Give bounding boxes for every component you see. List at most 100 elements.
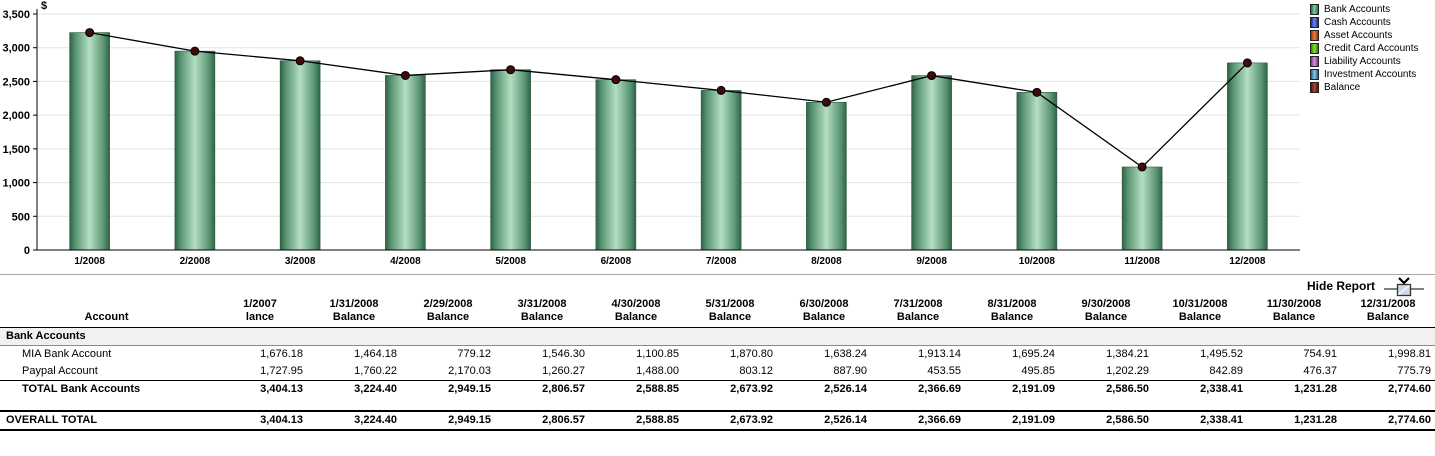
legend-label: Bank Accounts bbox=[1324, 4, 1391, 15]
balance-cell: 1,870.80 bbox=[730, 348, 773, 360]
balance-cell: 495.85 bbox=[1021, 365, 1055, 377]
hide-report-row: Hide Report bbox=[0, 275, 1435, 297]
legend-label: Balance bbox=[1324, 82, 1361, 93]
account-name: MIA Bank Account bbox=[22, 348, 112, 360]
chart-legend: Bank Accounts Cash Accounts Asset Accounts… bbox=[1310, 3, 1434, 94]
balance-cell: 1,695.24 bbox=[1012, 348, 1055, 360]
legend-item-balance: Balance bbox=[1310, 81, 1434, 94]
legend-swatch-icon bbox=[1310, 82, 1319, 93]
balance-cell: 2,588.85 bbox=[589, 380, 683, 398]
collapse-report-icon[interactable] bbox=[1383, 275, 1425, 297]
group-header-row: Bank Accounts bbox=[0, 327, 1435, 346]
x-tick-label: 5/2008 bbox=[495, 256, 526, 267]
balance-cell: 2,170.03 bbox=[448, 365, 491, 377]
legend-item-liability-accounts: Liability Accounts bbox=[1310, 55, 1434, 68]
balance-cell: 1,464.18 bbox=[354, 348, 397, 360]
balance-cell: 2,526.14 bbox=[777, 410, 871, 431]
balance-cell: 1,495.52 bbox=[1200, 348, 1243, 360]
table-row: Paypal Account 1,727.95 1,760.22 2,170.03 1,… bbox=[0, 363, 1435, 381]
balance-cell: 476.37 bbox=[1303, 365, 1337, 377]
balance-point-1/2008 bbox=[85, 28, 95, 38]
column-header-balance: 8/31/2008 Balance bbox=[965, 297, 1059, 328]
y-axis-title: $ bbox=[41, 0, 47, 12]
y-tick-label: 500 bbox=[12, 211, 30, 223]
y-tick-label: 2,000 bbox=[2, 110, 30, 122]
balance-cell: 779.12 bbox=[457, 348, 491, 360]
column-header-balance: 1/2007 lance bbox=[213, 297, 307, 328]
bar-2/2008 bbox=[174, 50, 216, 251]
balance-cell: 2,338.41 bbox=[1153, 410, 1247, 431]
balance-point-3/2008 bbox=[295, 56, 305, 66]
x-tick-label: 2/2008 bbox=[180, 256, 211, 267]
x-tick-label: 6/2008 bbox=[601, 256, 632, 267]
legend-swatch-icon bbox=[1310, 17, 1319, 28]
x-tick-label: 10/2008 bbox=[1019, 256, 1056, 267]
column-header-balance: 4/30/2008 Balance bbox=[589, 297, 683, 328]
y-tick-label: 3,000 bbox=[2, 43, 30, 55]
legend-item-credit-card-accounts: Credit Card Accounts bbox=[1310, 42, 1434, 55]
balance-point-4/2008 bbox=[400, 70, 410, 80]
legend-label: Liability Accounts bbox=[1324, 56, 1401, 67]
legend-item-investment-accounts: Investment Accounts bbox=[1310, 68, 1434, 81]
legend-swatch-icon bbox=[1310, 69, 1319, 80]
column-header-balance: 12/31/2008 Balance bbox=[1341, 297, 1435, 328]
balance-cell: 2,949.15 bbox=[401, 410, 495, 431]
balance-cell: 1,202.29 bbox=[1106, 365, 1149, 377]
bar-6/2008 bbox=[595, 79, 637, 251]
balance-cell: 1,260.27 bbox=[542, 365, 585, 377]
balance-cell: 2,586.50 bbox=[1059, 410, 1153, 431]
balance-cell: 2,338.41 bbox=[1153, 380, 1247, 398]
hide-report-button[interactable]: Hide Report bbox=[1306, 279, 1375, 293]
legend-item-cash-accounts: Cash Accounts bbox=[1310, 16, 1434, 29]
column-header-balance: 11/30/2008 Balance bbox=[1247, 297, 1341, 328]
x-tick-label: 7/2008 bbox=[706, 256, 737, 267]
legend-item-bank-accounts: Bank Accounts bbox=[1310, 3, 1434, 16]
legend-item-asset-accounts: Asset Accounts bbox=[1310, 29, 1434, 42]
balance-cell: 1,546.30 bbox=[542, 348, 585, 360]
y-tick-label: 1,000 bbox=[2, 178, 30, 190]
balance-point-11/2008 bbox=[1137, 162, 1147, 172]
balance-line bbox=[89, 31, 1248, 168]
balance-cell: 1,638.24 bbox=[824, 348, 867, 360]
y-tick-label: 1,500 bbox=[2, 144, 30, 156]
balance-cell: 2,949.15 bbox=[401, 380, 495, 398]
balance-point-2/2008 bbox=[190, 46, 200, 56]
balance-cell: 2,806.57 bbox=[495, 380, 589, 398]
section-divider bbox=[0, 274, 1435, 275]
balance-report-table: Account 1/2007 lance 1/31/2008 Balance 2/29/2… bbox=[0, 297, 1435, 431]
legend-label: Investment Accounts bbox=[1324, 69, 1417, 80]
column-header-balance: 10/31/2008 Balance bbox=[1153, 297, 1247, 328]
table-header-row: Account 1/2007 lance 1/31/2008 Balance 2/29/2… bbox=[0, 297, 1435, 328]
balance-cell: 2,806.57 bbox=[495, 410, 589, 431]
legend-label: Asset Accounts bbox=[1324, 30, 1393, 41]
balance-point-9/2008 bbox=[927, 71, 937, 81]
balance-cell: 2,366.69 bbox=[871, 380, 965, 398]
group-header-label: Bank Accounts bbox=[0, 327, 1435, 346]
balance-cell: 754.91 bbox=[1303, 348, 1337, 360]
balance-cell: 2,191.09 bbox=[965, 380, 1059, 398]
balance-point-12/2008 bbox=[1242, 58, 1252, 68]
column-header-balance: 3/31/2008 Balance bbox=[495, 297, 589, 328]
legend-swatch-icon bbox=[1310, 43, 1319, 54]
x-tick-label: 8/2008 bbox=[811, 256, 842, 267]
balance-cell: 3,404.13 bbox=[213, 380, 307, 398]
column-header-balance: 9/30/2008 Balance bbox=[1059, 297, 1153, 328]
balance-cell: 2,588.85 bbox=[589, 410, 683, 431]
bar-1/2008 bbox=[69, 32, 110, 251]
balance-bar-chart: 0 500 1,000 1,500 2,000 2,500 3,000 3,500 $1/200… bbox=[2, 0, 1300, 267]
balance-cell: 2,774.60 bbox=[1341, 380, 1435, 398]
account-name: Paypal Account bbox=[22, 365, 98, 377]
bar-4/2008 bbox=[385, 75, 426, 251]
y-tick-label: 0 bbox=[24, 245, 30, 257]
balance-cell: 2,586.50 bbox=[1059, 380, 1153, 398]
bar-5/2008 bbox=[490, 69, 531, 251]
column-header-balance: 1/31/2008 Balance bbox=[307, 297, 401, 328]
bar-11/2008 bbox=[1121, 166, 1163, 251]
group-total-label: TOTAL Bank Accounts bbox=[0, 380, 213, 398]
bar-3/2008 bbox=[279, 60, 321, 251]
balance-point-6/2008 bbox=[611, 75, 621, 85]
balance-cell: 2,774.60 bbox=[1341, 410, 1435, 431]
balance-point-8/2008 bbox=[821, 97, 831, 107]
bar-10/2008 bbox=[1016, 92, 1058, 251]
column-header-balance: 7/31/2008 Balance bbox=[871, 297, 965, 328]
